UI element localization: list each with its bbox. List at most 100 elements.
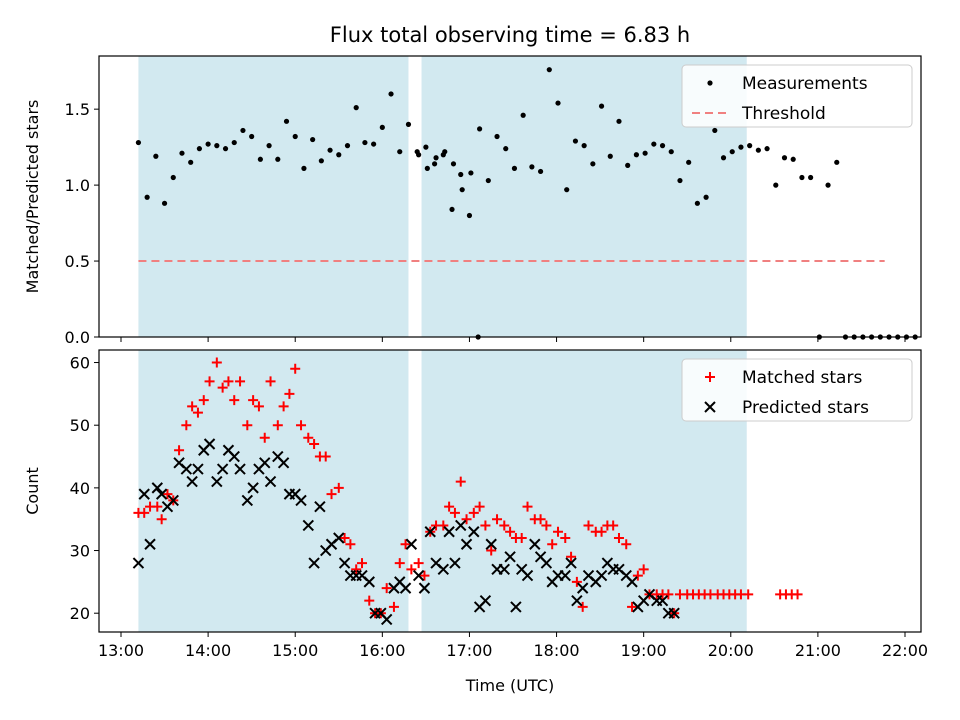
data-point: [498, 563, 510, 576]
data-point: [302, 519, 314, 532]
data-point: [492, 514, 503, 525]
data-point: [292, 133, 298, 140]
data-point: [521, 569, 534, 582]
data-point: [381, 583, 392, 594]
data-point: [424, 165, 430, 171]
data-point: [333, 532, 345, 544]
data-point: [214, 143, 220, 149]
data-point: [336, 152, 342, 158]
data-point: [192, 463, 204, 475]
axes-frame: [98, 55, 922, 338]
data-point: [424, 526, 436, 538]
data-point: [132, 557, 145, 569]
x-tick-label: 20:00: [708, 641, 754, 660]
data-point: [406, 564, 417, 575]
data-point: [277, 457, 290, 469]
data-point: [295, 494, 307, 507]
data-point: [633, 152, 640, 158]
data-point: [248, 395, 259, 406]
data-point: [540, 557, 553, 569]
data-point: [537, 168, 544, 175]
data-point: [564, 187, 570, 193]
data-point: [632, 570, 643, 581]
data-point: [458, 171, 464, 178]
data-point: [151, 482, 164, 494]
data-point: [405, 538, 418, 550]
data-point: [703, 194, 709, 200]
data-point: [449, 507, 460, 518]
data-point: [179, 150, 185, 156]
legend-label: Measurements: [742, 74, 868, 94]
y-axis-label: Count: [23, 467, 42, 515]
data-point: [792, 589, 803, 600]
data-point: [581, 143, 587, 149]
legend-label: Threshold: [741, 104, 826, 124]
data-point: [351, 564, 362, 575]
data-point: [555, 100, 561, 106]
data-point: [170, 174, 176, 181]
data-point: [388, 601, 399, 612]
data-point: [204, 376, 215, 387]
legend-swatch: [704, 401, 716, 413]
data-point: [686, 159, 692, 165]
data-point: [186, 475, 198, 488]
data-point: [135, 139, 142, 146]
legend-swatch: [707, 80, 713, 86]
observing-interval: [138, 56, 409, 337]
data-point: [712, 127, 718, 134]
data-point: [444, 501, 455, 512]
data-point: [167, 494, 179, 507]
data-point: [755, 147, 761, 153]
observing-interval: [138, 350, 409, 632]
data-point: [607, 153, 613, 159]
y-tick-label: 1.5: [65, 100, 90, 119]
data-point: [223, 376, 234, 387]
data-point: [504, 551, 516, 563]
data-point: [180, 463, 193, 475]
x-tick-label: 22:00: [882, 641, 928, 660]
bottom-panel: 20 30 40 50 60 13:00 14:00 15:00 16:00 17:00 18:00…: [23, 349, 928, 695]
data-point: [529, 538, 541, 550]
data-point: [423, 144, 429, 150]
data-point: [326, 489, 337, 500]
data-point: [257, 156, 263, 162]
data-point: [747, 143, 753, 149]
data-point: [659, 143, 666, 149]
data-point: [442, 149, 448, 155]
data-point: [443, 526, 455, 538]
data-point: [290, 363, 301, 374]
data-point: [327, 147, 333, 153]
data-point: [247, 482, 259, 494]
data-point: [468, 507, 479, 518]
data-point: [616, 118, 622, 124]
data-point: [571, 594, 583, 607]
data-point: [432, 161, 438, 167]
data-point: [656, 594, 669, 607]
data-point: [577, 601, 588, 612]
data-point: [235, 376, 246, 387]
data-point: [781, 155, 788, 161]
data-point: [510, 601, 522, 613]
data-point: [144, 194, 150, 200]
data-point: [433, 155, 439, 161]
data-point: [418, 582, 431, 594]
data-point: [834, 159, 840, 165]
data-point: [598, 103, 605, 109]
y-tick-label: 0.0: [65, 328, 90, 347]
data-point: [222, 146, 229, 152]
data-point: [265, 376, 276, 387]
data-point: [541, 520, 552, 531]
data-point: [259, 457, 271, 469]
x-tick-label: 17:00: [446, 641, 492, 660]
data-point: [275, 156, 281, 162]
data-point: [559, 569, 571, 582]
chart-title: Flux total observing time = 6.83 h: [330, 23, 690, 47]
x-tick-label: 14:00: [185, 641, 231, 660]
data-point: [211, 357, 222, 368]
data-point: [572, 138, 579, 144]
y-tick-label: 1.0: [65, 176, 90, 195]
data-point: [153, 153, 159, 159]
data-point: [196, 146, 202, 152]
data-point: [413, 558, 424, 569]
